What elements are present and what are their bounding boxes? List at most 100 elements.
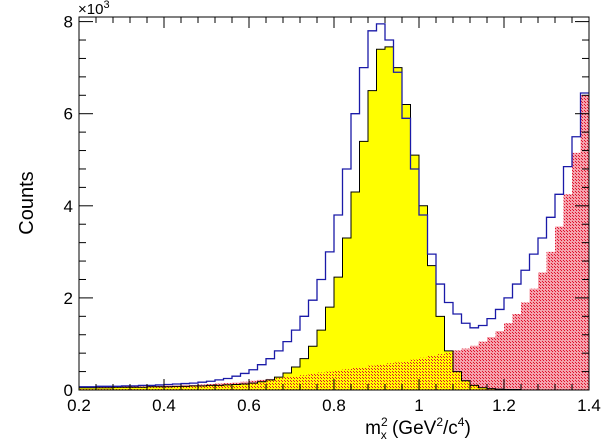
background-bar: [461, 348, 470, 390]
background-bar: [572, 152, 581, 390]
overlap-bar: [334, 370, 343, 390]
y-tick-label: 8: [64, 13, 73, 32]
axis-ticks: [78, 17, 590, 391]
background-bar: [487, 337, 496, 390]
overlap-bar: [478, 387, 487, 390]
overlap-bar: [393, 362, 402, 390]
overlap-bar: [470, 385, 479, 390]
y-multiplier: ×103: [78, 0, 110, 18]
overlap-bar: [368, 365, 377, 390]
overlap-bar: [189, 385, 198, 390]
overlap-bar: [325, 371, 334, 390]
background-bar: [512, 314, 521, 390]
y-tick-label: 0: [64, 381, 73, 400]
overlap-bar: [436, 354, 445, 390]
x-tick-label: 0.8: [322, 396, 346, 415]
y-tick-label: 6: [64, 105, 73, 124]
background-bar: [521, 302, 530, 390]
overlap-bar: [266, 379, 275, 390]
overlap-bar: [206, 385, 215, 390]
hatch-overlay: [79, 46, 589, 390]
signal-bar: [410, 155, 419, 390]
overlap-bar: [376, 364, 385, 390]
overlap-bar: [385, 363, 394, 390]
overlap-bar: [215, 385, 224, 390]
overlap-bar: [444, 352, 453, 390]
overlap-bar: [359, 366, 368, 390]
overlap-bar: [164, 386, 173, 390]
overlap-bar: [317, 372, 326, 390]
background-bar: [495, 331, 504, 390]
signal-bar: [334, 277, 343, 390]
overlap-bar: [410, 359, 419, 390]
overlap-bar: [249, 383, 258, 390]
overlap-bar: [130, 387, 139, 390]
signal-bar: [427, 265, 436, 390]
background-bar: [555, 226, 564, 390]
signal-bar: [436, 316, 445, 390]
signal-bar: [419, 205, 428, 390]
x-tick-label: 0.4: [152, 396, 176, 415]
x-tick-label: 1.4: [577, 396, 601, 415]
overlap-bar: [274, 378, 283, 390]
background-bar: [563, 194, 572, 390]
background-bar: [546, 251, 555, 390]
signal-bar: [317, 330, 326, 390]
y-tick-label: 2: [64, 289, 73, 308]
overlap-bar: [453, 371, 462, 390]
x-tick-label: 1.2: [492, 396, 516, 415]
signal-bar: [300, 358, 309, 390]
overlap-bar: [104, 387, 113, 390]
overlap-bar: [138, 387, 147, 390]
signal-bar: [385, 46, 394, 390]
signal-bar: [359, 141, 368, 390]
signal-bar: [402, 104, 411, 390]
overlap-bar: [121, 387, 130, 390]
overlap-bar: [461, 380, 470, 390]
signal-bar: [393, 67, 402, 390]
signal-outline: [79, 46, 589, 390]
overlap-bar: [427, 355, 436, 390]
overlap-bar: [308, 373, 317, 390]
background-bar: [529, 288, 538, 390]
signal-bar: [325, 307, 334, 390]
overlap-bar: [113, 387, 122, 390]
overlap-bar: [351, 367, 360, 390]
overlap-bar: [87, 387, 96, 390]
overlap-bar: [181, 386, 190, 390]
overlap-bar: [419, 357, 428, 390]
overlap-bar: [96, 387, 105, 390]
background-bar: [470, 345, 479, 390]
overlap-bar: [223, 384, 232, 390]
signal-bar: [376, 49, 385, 390]
overlap-bar: [147, 386, 156, 390]
signal-bar: [351, 191, 360, 390]
overlap-bar: [402, 360, 411, 390]
x-tick-label: 0.2: [67, 396, 91, 415]
overlap-bar: [155, 386, 164, 390]
signal-bar: [368, 90, 377, 390]
background-bar: [453, 350, 462, 390]
signal-bar: [342, 238, 351, 390]
signal-bar: [308, 346, 317, 390]
x-axis-title: m2 x (GeV2/c4): [365, 415, 471, 440]
overlap-bar: [172, 386, 181, 390]
background-bar: [538, 272, 547, 390]
overlap-bar: [257, 381, 266, 390]
overlap-bar: [291, 376, 300, 390]
y-axis-title: Counts: [16, 171, 38, 234]
total-outline-series: [79, 23, 589, 388]
overlap-bar: [342, 369, 351, 390]
overlap-bar: [79, 387, 88, 390]
background-bar: [478, 341, 487, 390]
overlap-bar: [240, 384, 249, 390]
overlap-bar: [283, 377, 292, 390]
overlap-bar: [487, 388, 496, 390]
x-tick-label: 0.6: [237, 396, 261, 415]
overlap-bar: [198, 385, 207, 390]
background-bar: [504, 323, 513, 390]
y-tick-label: 4: [64, 197, 73, 216]
overlap-bar: [232, 384, 241, 390]
x-tick-label: 1: [414, 396, 423, 415]
